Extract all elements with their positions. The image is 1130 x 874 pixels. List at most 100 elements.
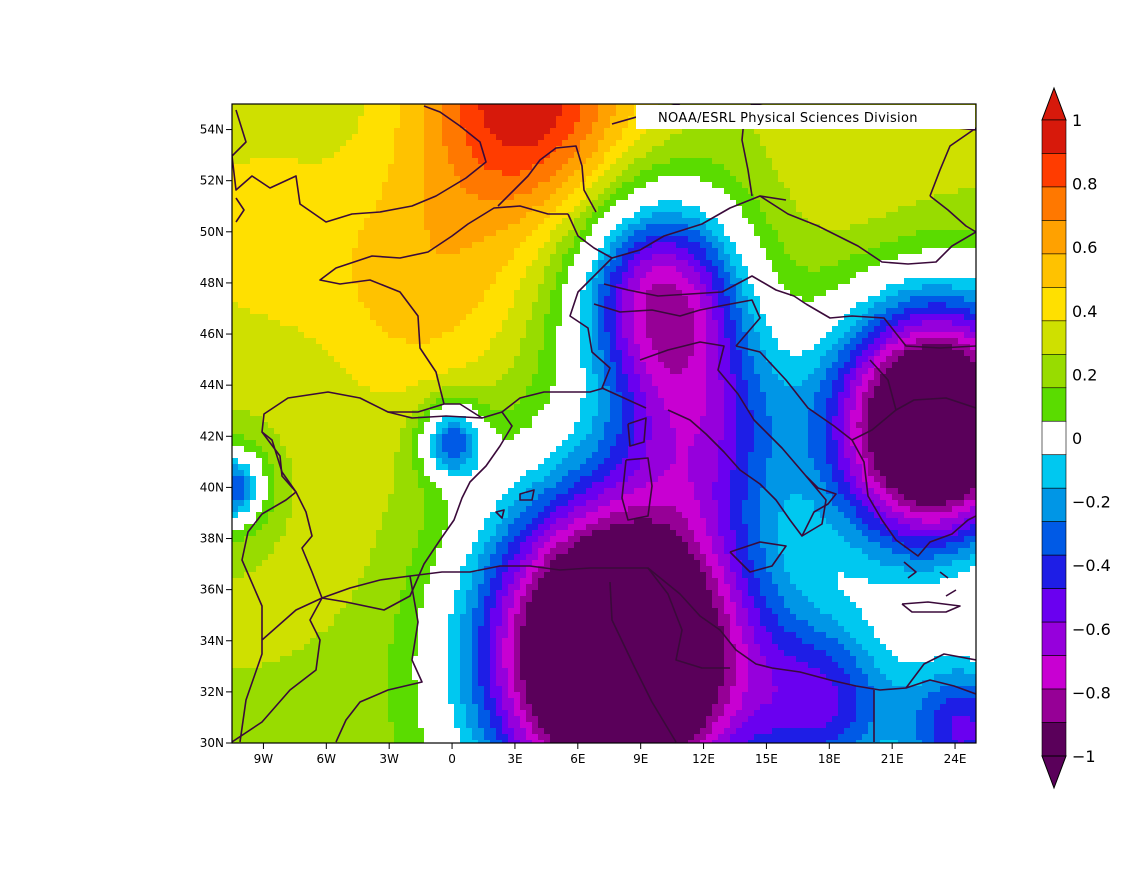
field-cell (292, 122, 299, 129)
field-cell (664, 266, 671, 273)
field-cell (784, 206, 791, 213)
field-cell (442, 266, 449, 273)
field-cell (574, 302, 581, 309)
field-cell (862, 206, 869, 213)
field-cell (826, 338, 833, 345)
field-cell (346, 224, 353, 231)
field-cell (424, 290, 431, 297)
field-cell (292, 170, 299, 177)
field-cell (586, 254, 593, 261)
field-cell (568, 164, 575, 171)
field-cell (790, 248, 797, 255)
field-cell (430, 218, 437, 225)
field-cell (712, 272, 719, 279)
field-cell (970, 176, 976, 183)
field-cell (268, 326, 275, 333)
field-cell (790, 224, 797, 231)
field-cell (472, 314, 479, 321)
field-cell (496, 278, 503, 285)
field-cell (898, 212, 905, 219)
field-cell (832, 224, 839, 231)
field-cell (286, 326, 293, 333)
field-cell (730, 146, 737, 153)
field-cell (718, 236, 725, 243)
field-cell (658, 230, 665, 237)
field-cell (388, 182, 395, 189)
field-cell (790, 242, 797, 249)
field-cell (904, 158, 911, 165)
field-cell (898, 218, 905, 225)
field-cell (622, 140, 629, 147)
field-cell (754, 140, 761, 147)
field-cell (682, 260, 689, 267)
field-cell (412, 188, 419, 195)
field-cell (466, 170, 473, 177)
field-cell (268, 140, 275, 147)
field-cell (520, 314, 527, 321)
field-cell (328, 260, 335, 267)
field-cell (766, 152, 773, 159)
field-cell (382, 290, 389, 297)
field-cell (622, 110, 629, 117)
field-cell (970, 188, 976, 195)
field-cell (664, 158, 671, 165)
field-cell (328, 254, 335, 261)
field-cell (946, 176, 953, 183)
field-cell (580, 206, 587, 213)
field-cell (508, 182, 515, 189)
field-cell (514, 254, 521, 261)
field-cell (808, 242, 815, 249)
field-cell (844, 308, 851, 315)
field-cell (736, 284, 743, 291)
field-cell (760, 296, 767, 303)
field-cell (358, 248, 365, 255)
field-cell (850, 236, 857, 243)
field-cell (916, 242, 923, 249)
field-cell (616, 224, 623, 231)
field-cell (538, 146, 545, 153)
field-cell (478, 296, 485, 303)
field-cell (334, 326, 341, 333)
field-cell (274, 146, 281, 153)
field-cell (838, 224, 845, 231)
field-cell (838, 230, 845, 237)
field-cell (556, 236, 563, 243)
field-cell (280, 158, 287, 165)
field-cell (340, 176, 347, 183)
field-cell (646, 140, 653, 147)
field-cell (688, 302, 695, 309)
field-cell (400, 170, 407, 177)
field-cell (748, 146, 755, 153)
field-cell (514, 314, 521, 321)
field-cell (448, 314, 455, 321)
field-cell (454, 140, 461, 147)
field-cell (916, 326, 923, 333)
field-cell (262, 242, 269, 249)
field-cell (310, 332, 317, 339)
field-cell (442, 242, 449, 249)
field-cell (376, 116, 383, 123)
field-cell (622, 266, 629, 273)
field-cell (664, 212, 671, 219)
field-cell (730, 140, 737, 147)
field-cell (316, 140, 323, 147)
field-cell (514, 140, 521, 147)
field-cell (802, 212, 809, 219)
field-cell (766, 296, 773, 303)
field-cell (250, 302, 257, 309)
field-cell (346, 302, 353, 309)
field-cell (388, 140, 395, 147)
field-cell (604, 338, 611, 345)
field-cell (796, 140, 803, 147)
field-cell (556, 332, 563, 339)
field-cell (334, 116, 341, 123)
field-cell (400, 104, 407, 111)
field-cell (784, 158, 791, 165)
field-cell (526, 188, 533, 195)
field-cell (868, 188, 875, 195)
field-cell (610, 296, 617, 303)
field-cell (646, 224, 653, 231)
field-cell (616, 110, 623, 117)
field-cell (370, 308, 377, 315)
field-cell (358, 158, 365, 165)
